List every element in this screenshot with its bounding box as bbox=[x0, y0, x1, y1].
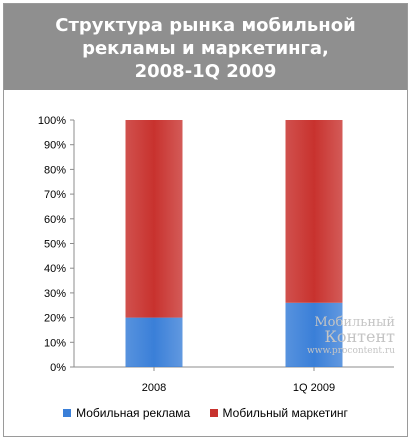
watermark: Мобильный Контент www.procontent.ru bbox=[307, 316, 395, 358]
y-tick-label: 10% bbox=[44, 337, 66, 349]
y-tick-label: 40% bbox=[44, 263, 66, 275]
y-tick-label: 70% bbox=[44, 189, 66, 201]
y-tick-label: 90% bbox=[44, 140, 66, 152]
chart-frame: Структура рынка мобильной рекламы и марк… bbox=[3, 3, 408, 437]
bar-segment-marketing-0 bbox=[125, 120, 183, 318]
watermark-line-3: www.procontent.ru bbox=[307, 346, 395, 356]
y-tick-label: 0% bbox=[50, 362, 66, 374]
bar-segment-ads-0 bbox=[125, 317, 183, 367]
watermark-line-1: Мобильный bbox=[314, 315, 395, 330]
y-tick-label: 80% bbox=[44, 164, 66, 176]
chart-title: Структура рынка мобильной рекламы и марк… bbox=[4, 4, 407, 90]
y-tick-label: 20% bbox=[44, 313, 66, 325]
y-tick-label: 100% bbox=[38, 115, 66, 127]
watermark-line-2: Контент bbox=[324, 327, 395, 346]
legend: Мобильная реклама Мобильный маркетинг bbox=[4, 406, 407, 420]
stacked-bar-chart: 0% 10% 20% 30% 40% 50% 60% 70% 80% 90% 100% 2008 1Q … bbox=[38, 115, 394, 394]
legend-item-ads: Мобильная реклама bbox=[63, 406, 190, 420]
legend-swatch-ads bbox=[63, 409, 72, 417]
y-tick-label: 30% bbox=[44, 288, 66, 300]
x-category-label: 2008 bbox=[142, 382, 166, 394]
chart-title-line-3: 2008-1Q 2009 bbox=[134, 61, 277, 82]
y-tick-label: 60% bbox=[44, 214, 66, 226]
bar-segment-marketing-1 bbox=[285, 120, 343, 303]
chart-title-line-2: рекламы и маркетинга, bbox=[82, 38, 329, 59]
legend-item-marketing: Мобильный маркетинг bbox=[209, 406, 348, 420]
x-category-label: 1Q 2009 bbox=[293, 382, 335, 394]
legend-label-ads: Мобильная реклама bbox=[76, 406, 191, 420]
legend-label-marketing: Мобильный маркетинг bbox=[222, 406, 348, 420]
bar-segment-ads-1 bbox=[285, 302, 343, 367]
chart-title-line-1: Структура рынка мобильной bbox=[55, 15, 356, 36]
y-tick-label: 50% bbox=[44, 239, 66, 251]
legend-swatch-marketing bbox=[209, 409, 218, 417]
